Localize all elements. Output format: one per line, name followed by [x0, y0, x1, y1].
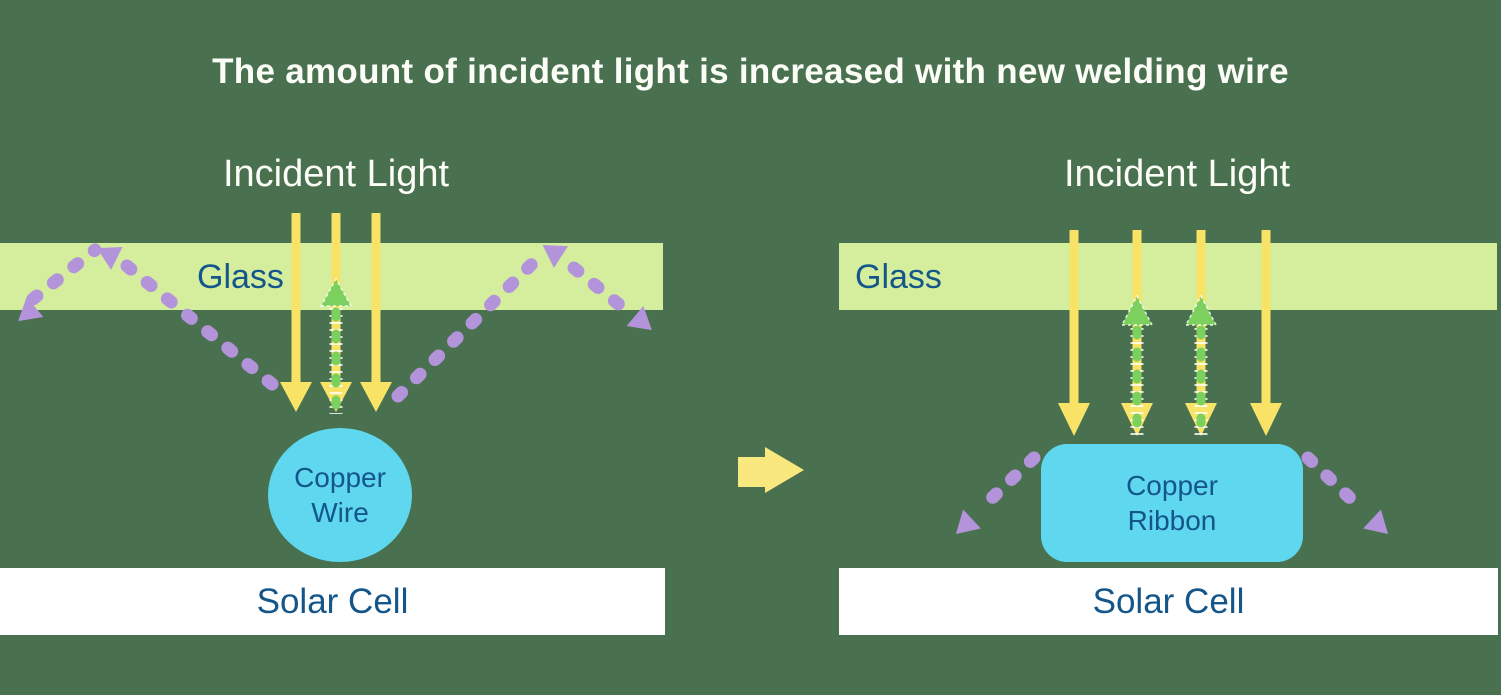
copper-ribbon-label-line2: Ribbon — [1127, 505, 1217, 536]
incident-ray-arrowhead-icon — [1185, 403, 1217, 436]
reflection-dashed-ray — [1301, 451, 1357, 505]
copper-wire-label-line2: Wire — [311, 497, 369, 528]
incident-ray-arrowhead-icon — [320, 382, 352, 412]
right-glass-layer: Glass — [839, 243, 1497, 310]
transition-arrow-icon — [738, 447, 804, 493]
incident-ray-arrowhead-icon — [360, 382, 392, 412]
right-lost-reflection-leftside — [955, 451, 1041, 535]
left-glass-label: Glass — [197, 258, 284, 296]
left-glass-layer: Glass — [0, 243, 663, 310]
diagram-title: The amount of incident light is increase… — [212, 52, 1289, 91]
right-solar-cell-label: Solar Cell — [1092, 581, 1245, 621]
reflection-arrowhead-exit-right-icon — [1363, 509, 1389, 535]
reflection-arrowhead-exit-left-icon — [955, 509, 981, 535]
reflection-dashed-ray — [985, 451, 1041, 505]
copper-wire-shape: Copper Wire — [268, 428, 412, 562]
copper-wire-label-line1: Copper — [294, 462, 386, 493]
left-solar-cell: Solar Cell — [0, 568, 665, 635]
incident-ray-arrowhead-icon — [1058, 403, 1090, 436]
incident-ray-arrowhead-icon — [1250, 403, 1282, 436]
copper-ribbon-label-line1: Copper — [1126, 470, 1218, 501]
incident-ray-arrowhead-icon — [1121, 403, 1153, 436]
right-glass-label: Glass — [855, 258, 942, 296]
right-lost-reflection-rightside — [1301, 451, 1389, 535]
left-incident-light-label: Incident Light — [222, 153, 450, 195]
right-incident-light-label: Incident Light — [1063, 153, 1291, 195]
right-returned-rays — [1120, 294, 1218, 441]
left-solar-cell-label: Solar Cell — [256, 581, 409, 621]
reflection-arrowhead-exit-right-icon — [626, 306, 652, 331]
incident-ray-arrowhead-icon — [280, 382, 312, 412]
copper-ribbon-shape: Copper Ribbon — [1041, 444, 1303, 562]
right-solar-cell: Solar Cell — [839, 568, 1498, 635]
